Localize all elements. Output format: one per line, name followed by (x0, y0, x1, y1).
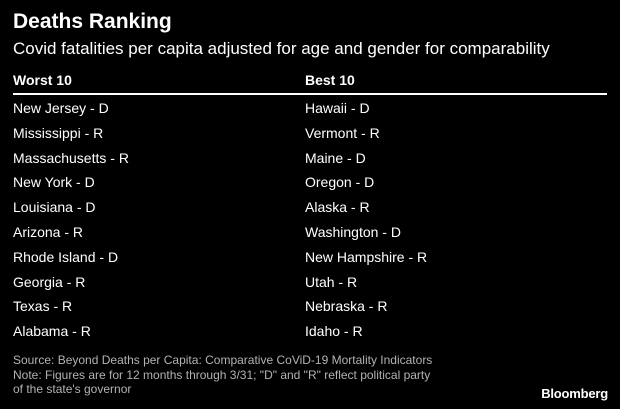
best-list-item: Utah - R (305, 273, 358, 290)
best-list-item: Nebraska - R (305, 298, 388, 315)
best-list-item: New Hampshire - R (305, 248, 428, 265)
worst-list-item: Alabama - R (13, 323, 91, 340)
footnote: Source: Beyond Deaths per Capita: Compar… (13, 353, 432, 397)
worst-list-item: New York - D (13, 174, 95, 191)
best-list-item: Vermont - R (305, 124, 380, 141)
best-list-item: Alaska - R (305, 199, 370, 216)
worst-10-header: Worst 10 (13, 72, 72, 88)
worst-list-item: New Jersey - D (13, 100, 109, 116)
best-10-list: Hawaii - D Vermont - R Maine - D Oregon … (305, 96, 427, 344)
best-list-item: Hawaii - D (305, 100, 370, 116)
page-subtitle: Covid fatalities per capita adjusted for… (13, 39, 550, 58)
worst-list-item: Rhode Island - D (13, 248, 119, 265)
worst-list-item: Arizona - R (13, 223, 84, 240)
worst-list-item: Mississippi - R (13, 124, 104, 141)
note-line: of the state's governor (13, 382, 132, 396)
best-10-header: Best 10 (305, 72, 355, 88)
worst-list-item: Louisiana - D (13, 199, 96, 216)
note-line: Note: Figures are for 12 months through … (13, 367, 431, 382)
source-note: Source: Beyond Deaths per Capita: Compar… (13, 353, 433, 367)
worst-10-list: New Jersey - D Mississippi - R Massachus… (13, 96, 129, 344)
worst-list-item: Georgia - R (13, 273, 86, 290)
best-list-item: Washington - D (305, 223, 401, 240)
header-divider (13, 93, 607, 95)
best-list-item: Oregon - D (305, 174, 375, 191)
page-title: Deaths Ranking (13, 10, 172, 33)
bloomberg-logo: Bloomberg (541, 386, 608, 401)
worst-list-item: Texas - R (13, 298, 73, 315)
worst-list-item: Massachusetts - R (13, 149, 129, 166)
best-list-item: Idaho - R (305, 323, 363, 340)
best-list-item: Maine - D (305, 149, 366, 166)
